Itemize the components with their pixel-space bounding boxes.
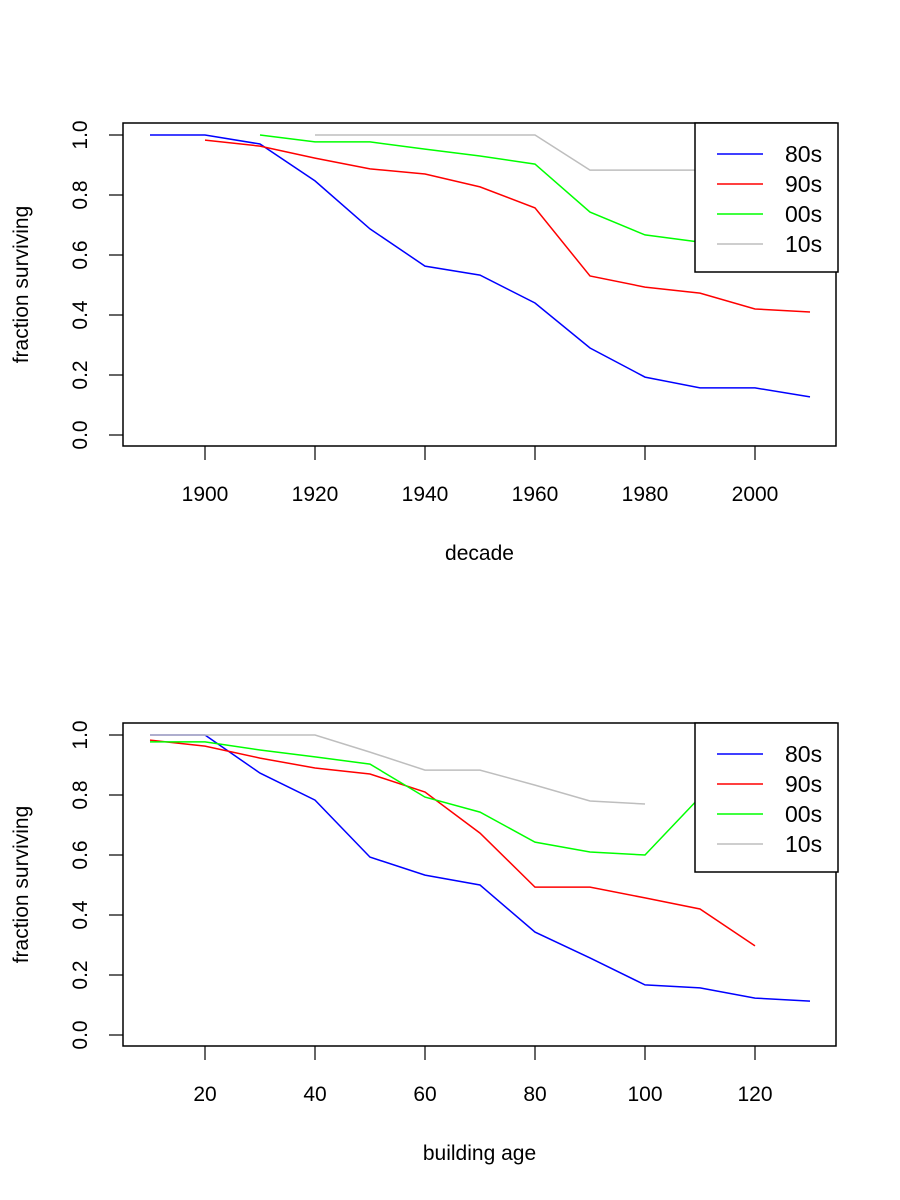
x-axis-label: decade xyxy=(445,542,514,565)
x-tick-label: 1900 xyxy=(182,483,229,506)
legend-label-90s: 90s xyxy=(785,171,822,197)
legend-label-80s: 80s xyxy=(785,141,822,167)
legend-box xyxy=(694,722,839,873)
x-tick-label: 40 xyxy=(303,1083,326,1106)
series-line-80s xyxy=(150,134,811,398)
y-tick-label: 0.0 xyxy=(69,420,92,449)
y-tick-label: 0.0 xyxy=(69,1020,92,1049)
legend: 80s 90s 00s 10s xyxy=(694,122,839,273)
y-tick-label: 0.6 xyxy=(69,840,92,869)
legend-label-00s: 00s xyxy=(785,201,822,227)
series-line-10s xyxy=(150,734,646,805)
legend-label-90s: 90s xyxy=(785,771,822,797)
x-tick-label: 1980 xyxy=(622,483,669,506)
x-tick-label: 20 xyxy=(193,1083,216,1106)
series-line-90s xyxy=(204,139,811,313)
x-axis: 1900 1920 1940 1960 1980 2000 xyxy=(182,445,779,506)
y-tick-label: 0.8 xyxy=(69,780,92,809)
series-line-90s xyxy=(149,739,756,947)
y-tick-label: 0.2 xyxy=(69,360,92,389)
series-lines xyxy=(150,134,811,398)
x-tick-label: 60 xyxy=(413,1083,436,1106)
legend: 80s 90s 00s 10s xyxy=(694,722,839,873)
x-tick-label: 2000 xyxy=(732,483,779,506)
chart-survival-by-age: 20 40 60 80 100 120 0.0 0.2 0.4 0.6 0.8 1.0 buildi… xyxy=(10,720,839,1165)
y-tick-label: 0.2 xyxy=(69,960,92,989)
y-axis: 0.0 0.2 0.4 0.6 0.8 1.0 xyxy=(69,120,124,450)
y-tick-label: 1.0 xyxy=(69,120,92,149)
legend-label-10s: 10s xyxy=(785,231,822,257)
series-line-00s xyxy=(259,134,701,243)
y-tick-label: 0.4 xyxy=(69,900,92,930)
x-axis-label: building age xyxy=(423,1142,536,1165)
series-line-00s xyxy=(150,741,701,856)
y-tick-label: 0.4 xyxy=(69,300,92,330)
series-line-80s xyxy=(150,734,811,1002)
y-tick-label: 0.6 xyxy=(69,240,92,269)
x-tick-label: 100 xyxy=(627,1083,662,1106)
legend-box xyxy=(694,122,839,273)
y-axis: 0.0 0.2 0.4 0.6 0.8 1.0 xyxy=(69,720,124,1050)
x-axis: 20 40 60 80 100 120 xyxy=(193,1045,773,1106)
x-tick-label: 120 xyxy=(737,1083,772,1106)
x-tick-label: 1940 xyxy=(402,483,449,506)
y-tick-label: 1.0 xyxy=(69,720,92,749)
y-tick-label: 0.8 xyxy=(69,180,92,209)
legend-label-80s: 80s xyxy=(785,741,822,767)
x-tick-label: 1920 xyxy=(292,483,339,506)
y-axis-label: fraction surviving xyxy=(10,806,33,964)
chart-survival-by-decade: 1900 1920 1940 1960 1980 2000 0.0 0.2 0.4 0.6 0.8… xyxy=(10,120,839,565)
x-tick-label: 80 xyxy=(523,1083,546,1106)
legend-label-00s: 00s xyxy=(785,801,822,827)
legend-label-10s: 10s xyxy=(785,831,822,857)
x-tick-label: 1960 xyxy=(512,483,559,506)
series-lines xyxy=(149,734,811,1002)
series-line-10s xyxy=(315,134,700,171)
y-axis-label: fraction surviving xyxy=(10,206,33,364)
